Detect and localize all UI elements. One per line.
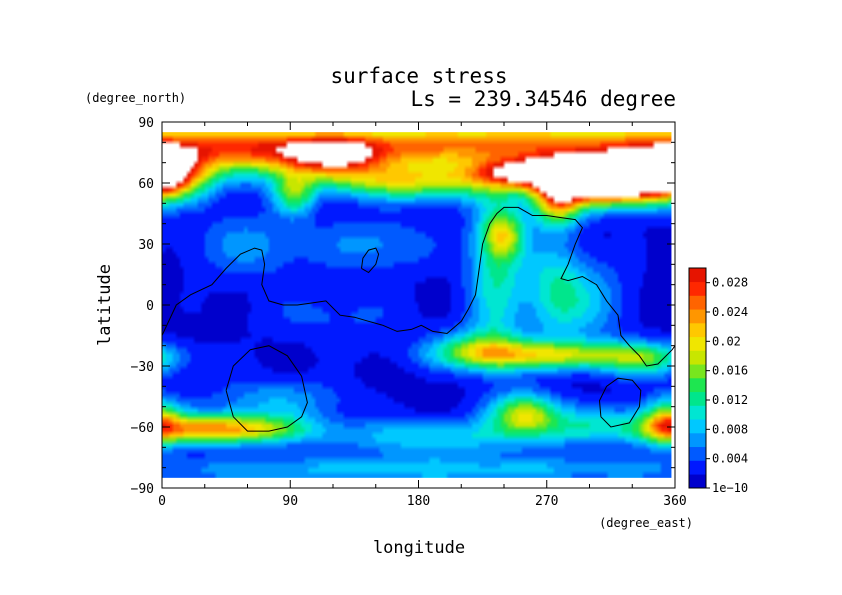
y-tick-label: 90 <box>138 116 154 131</box>
colorbar-swatch <box>689 446 706 461</box>
colorbar-label: 0.028 <box>712 276 748 290</box>
chart-subtitle: Ls = 239.34546 degree <box>410 87 676 111</box>
colorbar-label: 0.02 <box>712 334 741 348</box>
x-axis-title: longitude <box>373 538 465 558</box>
colorbar-swatch <box>689 433 706 448</box>
y-tick-label: −90 <box>131 482 154 497</box>
colorbar-label: 0.024 <box>712 305 748 319</box>
colorbar-frame <box>688 267 707 489</box>
y-tick-label: −30 <box>131 360 154 375</box>
colorbar-swatch <box>689 419 706 434</box>
x-tick-label: 270 <box>535 494 558 509</box>
x-tick-label: 90 <box>282 494 298 509</box>
x-tick-label: 180 <box>407 494 430 509</box>
colorbar-swatch <box>689 281 706 296</box>
colorbar-swatch <box>689 323 706 338</box>
y-tick-label: 60 <box>138 177 154 192</box>
colorbar-swatch <box>689 391 706 406</box>
y-unit-label: (degree_north) <box>85 91 186 105</box>
y-axis-title: latitude <box>95 264 115 346</box>
colorbar-swatch <box>689 268 706 283</box>
y-tick-label: 30 <box>138 238 154 253</box>
x-axis: 0 90 180 270 360 <box>158 122 687 509</box>
contour-line <box>598 377 642 428</box>
y-axis: 90 60 30 0 −30 −60 −90 <box>131 116 675 497</box>
contour-line <box>225 345 308 432</box>
colorbar-label: 0.012 <box>712 393 748 407</box>
colorbar-swatch <box>689 295 706 310</box>
colorbar: 1e−10 0.004 0.008 0.012 0.016 0.02 0.024 0.028 <box>688 267 748 495</box>
x-tick-label: 0 <box>158 494 166 509</box>
colorbar-swatch <box>689 336 706 351</box>
colorbar-swatch <box>689 405 706 420</box>
colorbar-label: 0.016 <box>712 364 748 378</box>
colorbar-swatch <box>689 309 706 324</box>
y-tick-label: 0 <box>146 299 154 314</box>
colorbar-label: 0.008 <box>712 422 748 436</box>
colorbar-swatch <box>689 474 706 489</box>
colorbar-label: 1e−10 <box>712 481 748 495</box>
contour-line <box>161 206 676 367</box>
colorbar-swatch <box>689 378 706 393</box>
colorbar-swatch <box>689 364 706 379</box>
x-tick-label: 360 <box>663 494 686 509</box>
plot-area: 0 90 180 270 360 90 60 30 0 −30 −60 −90 <box>131 116 687 509</box>
x-unit-label: (degree_east) <box>599 516 693 530</box>
topography-contours <box>161 206 676 432</box>
colorbar-swatch <box>689 460 706 475</box>
heatmap-field <box>162 132 672 478</box>
y-tick-label: −60 <box>131 421 154 436</box>
colorbar-swatch <box>689 350 706 365</box>
colorbar-label: 0.004 <box>712 452 748 466</box>
chart-title: surface stress <box>330 64 507 88</box>
contour-line <box>361 247 380 274</box>
